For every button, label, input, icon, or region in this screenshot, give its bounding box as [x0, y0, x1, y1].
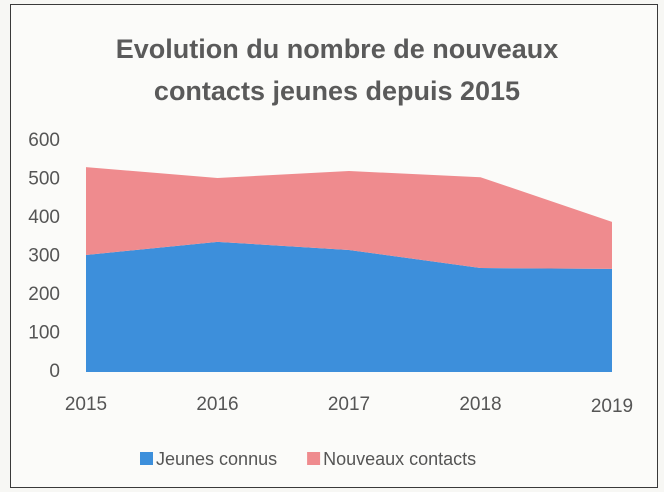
- y-tick-label: 400: [28, 207, 60, 228]
- legend-label: Jeunes connus: [156, 449, 277, 469]
- x-tick-label: 2016: [196, 394, 238, 415]
- y-tick-label: 300: [28, 246, 60, 267]
- y-tick-label: 0: [49, 361, 60, 382]
- legend-label: Nouveaux contacts: [323, 449, 476, 469]
- y-tick-label: 200: [28, 284, 60, 305]
- x-tick-label: 2019: [591, 396, 633, 417]
- chart-title: Evolution du nombre de nouveaux contacts…: [115, 34, 559, 106]
- x-tick-label: 2017: [328, 394, 370, 415]
- x-tick-label: 2018: [459, 394, 501, 415]
- area: [86, 167, 612, 269]
- area: [86, 241, 612, 372]
- y-tick-label: 600: [28, 130, 60, 151]
- y-tick-label: 500: [28, 169, 60, 190]
- legend-swatch: [307, 452, 321, 465]
- legend-swatch: [140, 452, 153, 465]
- y-tick-label: 100: [28, 323, 60, 344]
- x-tick-label: 2015: [65, 394, 107, 415]
